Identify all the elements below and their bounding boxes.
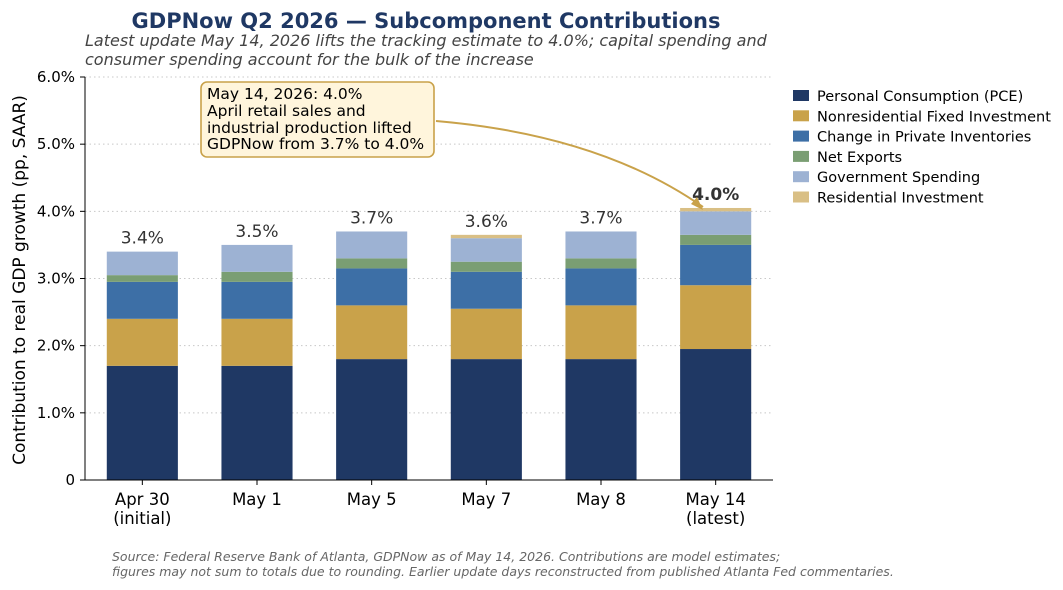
legend-label: Net Exports	[817, 150, 902, 166]
x-tick-label: May 1	[232, 490, 282, 509]
bar-segment	[106, 318, 178, 366]
bar-segment	[336, 268, 408, 306]
legend-label: Personal Consumption (PCE)	[817, 89, 1023, 105]
legend-swatch	[793, 110, 809, 122]
total-label: 3.7%	[350, 208, 393, 228]
annotation-line-3: industrial production lifted	[207, 119, 412, 137]
bar-segment	[450, 271, 522, 309]
chart-title: GDPNow Q2 2026 — Subcomponent Contributi…	[132, 9, 721, 33]
bar-segment	[680, 349, 752, 480]
legend-label: Change in Private Inventories	[817, 130, 1031, 146]
annotation-box	[200, 81, 435, 158]
legend: Personal Consumption (PCE) Nonresidential…	[793, 89, 1051, 207]
x-tick-label: May 14	[685, 490, 745, 509]
annotation-arrow	[435, 120, 704, 208]
bar-segment	[450, 359, 522, 480]
y-axis-label: Contribution to real GDP growth (pp, SAA…	[10, 95, 30, 465]
bar-segment	[221, 365, 293, 480]
annotation-line-1: May 14, 2026: 4.0%	[207, 85, 363, 103]
chart-subtitle-line-1: Latest update May 14, 2026 lifts the tra…	[85, 31, 768, 50]
bar-segment	[565, 359, 637, 480]
bar-segment	[106, 275, 178, 282]
annotation-line-2: April retail sales and	[207, 102, 366, 120]
annotation: May 14, 2026: 4.0% April retail sales an…	[200, 81, 704, 210]
bar-segment	[450, 234, 522, 239]
total-label: 3.7%	[579, 208, 622, 228]
y-tick-label: 4.0%	[37, 202, 75, 220]
bar-segment	[565, 305, 637, 360]
legend-label: Nonresidential Fixed Investment	[817, 109, 1051, 125]
annotation-line-4: GDPNow from 3.7% to 4.0%	[207, 135, 424, 153]
bar-segment	[106, 365, 178, 480]
bar-segment	[680, 211, 752, 235]
bar-segment	[680, 234, 752, 245]
legend-swatch	[793, 150, 809, 162]
bar-segment	[565, 231, 637, 259]
total-label: 3.6%	[465, 212, 508, 232]
source-note-line-1: Source: Federal Reserve Bank of Atlanta,…	[112, 549, 780, 564]
x-tick-label: (initial)	[113, 509, 171, 528]
bar-segment	[565, 258, 637, 269]
total-label: 4.0%	[692, 185, 739, 205]
bar-segment	[336, 359, 408, 480]
bar-segment	[450, 238, 522, 262]
bar-segment	[106, 281, 178, 319]
bar-segment	[450, 308, 522, 360]
x-tick-label: (latest)	[686, 509, 745, 528]
x-tick-label: Apr 30	[115, 490, 170, 509]
legend-item: Net Exports	[793, 150, 902, 166]
y-tick-label: 2.0%	[37, 337, 75, 355]
legend-label: Residential Investment	[817, 191, 984, 207]
bar-segment	[336, 231, 408, 259]
y-tick-label: 3.0%	[37, 270, 75, 288]
x-tick-label: May 7	[461, 490, 511, 509]
y-tick-label: 5.0%	[37, 135, 75, 153]
bar-segment	[336, 305, 408, 360]
tick-labels: 0 1.0% 2.0% 3.0% 4.0% 5.0% 6.0% Apr 30(initial)…	[37, 68, 746, 528]
legend-item: Change in Private Inventories	[793, 130, 1031, 146]
legend-item: Government Spending	[793, 170, 980, 186]
x-tick-label: May 5	[347, 490, 397, 509]
y-tick-label: 1.0%	[37, 404, 75, 422]
legend-item: Nonresidential Fixed Investment	[793, 109, 1051, 125]
source-note-line-2: figures may not sum to totals due to rou…	[112, 564, 894, 579]
bar-segment	[680, 244, 752, 286]
chart-subtitle-line-2: consumer spending account for the bulk o…	[85, 50, 534, 69]
y-tick-label: 6.0%	[37, 68, 75, 86]
bar-segment	[565, 268, 637, 306]
bar-segment	[680, 207, 752, 212]
legend-swatch	[793, 130, 809, 142]
total-label: 3.5%	[235, 222, 278, 242]
bar-segment	[336, 258, 408, 269]
legend-swatch	[793, 90, 809, 101]
bar-segment	[221, 271, 293, 282]
bar-segment	[106, 251, 178, 276]
bar-segment	[221, 281, 293, 319]
bar-segment	[450, 261, 522, 272]
legend-item: Personal Consumption (PCE)	[793, 89, 1023, 105]
y-tick-label: 0	[65, 471, 75, 489]
total-label: 3.4%	[121, 229, 164, 249]
bar-stacks	[106, 207, 752, 480]
legend-swatch	[793, 171, 809, 183]
legend-label: Government Spending	[817, 170, 980, 186]
legend-item: Residential Investment	[793, 191, 984, 207]
x-tick-label: May 8	[576, 490, 626, 509]
bar-segment	[221, 318, 293, 366]
bar-segment	[680, 285, 752, 350]
bar-segment	[221, 244, 293, 272]
total-labels: 3.4% 3.5% 3.7% 3.6% 3.7% 4.0%	[121, 185, 740, 249]
annotation-arrowhead	[691, 197, 703, 210]
legend-swatch	[793, 191, 809, 203]
